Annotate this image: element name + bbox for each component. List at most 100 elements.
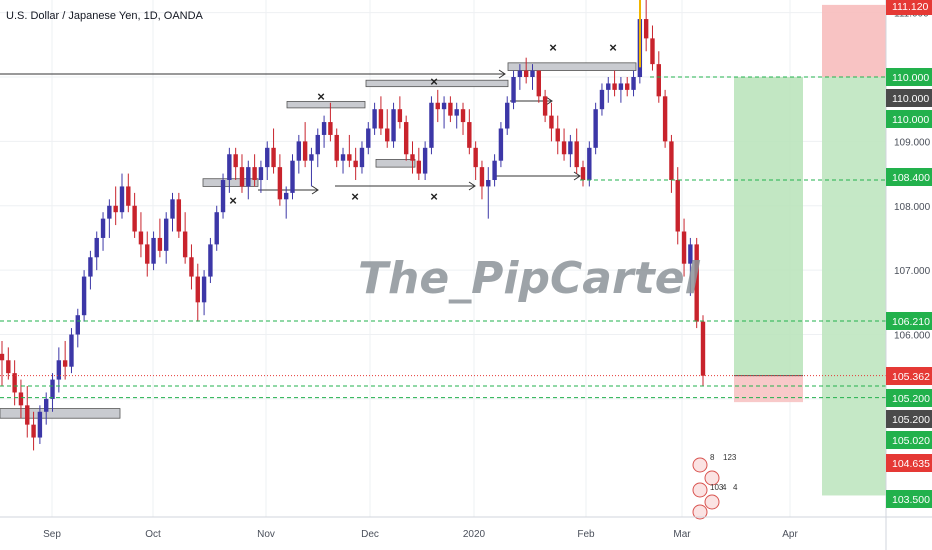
candle — [366, 128, 371, 148]
candle — [25, 405, 30, 425]
x-mark: × — [430, 189, 438, 204]
candle — [429, 102, 434, 148]
candle — [606, 83, 611, 90]
arrow-head — [545, 96, 553, 106]
time-axis[interactable]: Sep Oct Nov Dec 2020 Feb Mar Apr — [0, 516, 932, 540]
price-tag — [886, 490, 932, 508]
candle — [239, 167, 245, 187]
candle — [505, 102, 510, 129]
price-tick-label: 108.000 — [894, 202, 931, 213]
x-mark: × — [317, 89, 325, 104]
candle — [397, 109, 403, 123]
price-tag-label: 105.200 — [892, 393, 930, 405]
candle — [688, 244, 693, 264]
time-tick-label: Sep — [43, 529, 61, 540]
candle — [631, 77, 636, 90]
candle — [448, 102, 453, 116]
candle — [62, 360, 68, 367]
candle — [681, 231, 687, 264]
candle — [189, 257, 194, 277]
economic-event-icon — [704, 494, 720, 510]
candle — [454, 109, 459, 116]
price-tag-label: 111.120 — [892, 1, 929, 13]
candle — [410, 154, 415, 161]
candle — [258, 167, 264, 181]
candle — [536, 70, 542, 97]
candle — [37, 411, 43, 438]
event-count-label: 123 — [723, 453, 737, 462]
price-tick-label: 106.000 — [894, 331, 931, 342]
price-tag-label: 110.000 — [892, 72, 929, 84]
price-tag-label: 105.020 — [892, 435, 930, 447]
economic-event-icon — [692, 482, 708, 498]
candle — [643, 19, 649, 39]
chart-title: U.S. Dollar / Japanese Yen, 1D, OANDA — [6, 10, 203, 22]
arrow-head — [311, 185, 319, 195]
candle — [479, 167, 485, 187]
price-tag — [886, 410, 932, 428]
candle — [163, 218, 169, 251]
candle — [625, 83, 630, 90]
arrow-head — [498, 69, 506, 79]
price-tag — [886, 168, 932, 186]
price-axis[interactable]: 106.000107.000108.000109.000110.000111.0… — [885, 0, 932, 550]
price-tag — [886, 312, 932, 330]
time-tick-label: 2020 — [463, 529, 486, 540]
x-mark: × — [430, 74, 438, 89]
candle — [568, 141, 573, 155]
candle — [176, 199, 182, 232]
price-tag-label: 110.000 — [892, 93, 929, 105]
candle — [69, 334, 74, 367]
candle — [170, 199, 175, 219]
support-box — [286, 101, 366, 109]
candle — [50, 379, 55, 399]
support-box — [507, 62, 637, 71]
stop-loss-zone — [734, 375, 803, 403]
x-mark: × — [609, 40, 617, 55]
candle — [296, 141, 302, 161]
event-count-label: 4 — [733, 483, 738, 492]
candle — [283, 192, 289, 200]
price-tick-label: 107.000 — [894, 266, 931, 277]
time-tick-label: Oct — [145, 529, 161, 540]
candle — [700, 321, 706, 376]
candle — [530, 70, 535, 77]
candle — [220, 180, 226, 213]
price-tag — [886, 431, 932, 449]
candle — [542, 96, 548, 116]
candle — [618, 83, 624, 90]
time-tick-label: Dec — [361, 529, 379, 540]
candle — [340, 154, 346, 161]
time-tick-label: Nov — [257, 529, 275, 540]
price-tag — [886, 68, 932, 86]
price-tag-label: 106.210 — [892, 316, 930, 328]
candle — [385, 128, 390, 142]
economic-event-icon — [704, 470, 720, 486]
candle — [151, 237, 156, 264]
economic-event-icon — [692, 504, 708, 520]
candle — [656, 64, 661, 97]
candle — [587, 147, 592, 181]
candle — [593, 109, 598, 148]
time-tick-label: Apr — [782, 529, 798, 540]
candle — [214, 212, 219, 245]
candle — [523, 70, 529, 77]
candle — [81, 276, 87, 316]
candle — [561, 141, 567, 155]
candle — [486, 180, 491, 187]
price-tag-label: 108.400 — [892, 172, 930, 184]
candle — [315, 134, 320, 155]
candle — [132, 205, 137, 232]
candle — [113, 205, 118, 213]
event-count-label: 103 — [710, 483, 724, 492]
candle — [498, 128, 504, 161]
candle — [290, 160, 295, 193]
economic-event-icon — [692, 457, 708, 473]
candle — [252, 167, 257, 181]
event-count-label: 4 — [722, 483, 727, 492]
arrow-head — [468, 181, 476, 191]
candle — [403, 122, 409, 155]
candle — [574, 141, 579, 168]
